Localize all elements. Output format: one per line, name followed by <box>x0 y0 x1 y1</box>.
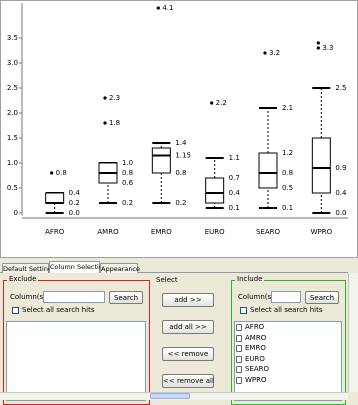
checkbox[interactable] <box>240 307 247 314</box>
value-label: 0.1 <box>282 204 293 212</box>
value-label: 0.4 <box>229 189 241 197</box>
list-item[interactable]: AFRO <box>245 323 265 331</box>
value-label: 0.0 <box>69 209 80 217</box>
tab[interactable]: Appearance <box>100 263 141 273</box>
value-label: 1.2 <box>282 149 293 157</box>
list-item[interactable]: EURO <box>245 354 265 363</box>
transfer-button[interactable]: << remove <box>162 347 214 361</box>
transfer-button[interactable]: << remove all <box>162 374 214 388</box>
box <box>258 152 278 189</box>
outlier <box>316 41 320 45</box>
list-icon <box>236 355 242 363</box>
value-label: 0.2 <box>69 199 80 207</box>
value-label: 2.2 <box>216 99 227 107</box>
transfer-button[interactable]: add >> <box>162 293 214 307</box>
y-tick-label: 3.0 <box>7 59 18 67</box>
outlier <box>263 51 267 55</box>
box <box>151 147 171 174</box>
list-item[interactable]: AMRO <box>245 333 267 342</box>
checkbox[interactable] <box>12 307 19 314</box>
group-title: Exclude <box>7 275 39 284</box>
value-label: 0.4 <box>335 189 347 197</box>
list-icon <box>236 345 242 352</box>
value-label: 0.2 <box>122 199 133 207</box>
outlier <box>156 6 160 10</box>
value-label: 1.1 <box>229 154 240 162</box>
outlier <box>210 101 214 105</box>
chart-border <box>0 0 358 258</box>
value-label: 0.8 <box>282 169 293 177</box>
value-label: 0.5 <box>282 184 293 192</box>
search-button[interactable]: Search <box>305 291 339 304</box>
value-label: 1.4 <box>175 139 187 147</box>
box <box>45 192 65 204</box>
value-label: 0.2 <box>175 199 186 207</box>
value-label: 3.3 <box>322 44 333 52</box>
x-tick-label: AFRO <box>45 228 65 236</box>
tab[interactable]: Column Selection <box>49 261 107 273</box>
y-tick-label: 2.0 <box>7 109 18 117</box>
x-tick-label: AMRO <box>97 228 119 236</box>
value-label: 0.1 <box>229 204 240 212</box>
select-title: Select <box>156 276 178 284</box>
y-tick-label: 2.5 <box>7 84 18 92</box>
list-item[interactable]: SEARO <box>245 365 270 373</box>
outlier <box>50 171 54 175</box>
tab[interactable]: Default Settings <box>2 263 56 273</box>
y-tick-label: 0.5 <box>7 184 18 192</box>
value-label: 0.0 <box>335 209 346 217</box>
value-label: 0.8 <box>175 169 186 177</box>
value-label: 0.4 <box>69 189 81 197</box>
value-label: 1.0 <box>122 159 133 167</box>
value-label: 0.8 <box>56 169 67 177</box>
value-label: 0.9 <box>335 164 346 172</box>
value-label: 3.2 <box>269 49 280 57</box>
list-icon <box>236 334 242 342</box>
list-item[interactable]: EMRO <box>245 344 266 352</box>
value-label: 4.1 <box>162 4 173 12</box>
value-label: 1.15 <box>175 152 191 160</box>
list-item[interactable]: WPRO <box>245 375 267 384</box>
scroll-thumb[interactable] <box>150 393 190 399</box>
outlier <box>316 46 320 50</box>
transfer-button[interactable]: add all >> <box>162 320 214 334</box>
y-tick-label: 0 <box>14 209 18 217</box>
y-tick-label: 3.5 <box>7 34 18 42</box>
y-tick-label: 1.5 <box>7 134 18 142</box>
y-tick-label: 1.0 <box>7 159 18 167</box>
outlier <box>103 121 107 125</box>
search-field[interactable] <box>43 291 105 303</box>
box <box>311 137 331 194</box>
value-label: 1.8 <box>109 119 120 127</box>
checkbox-label: Select all search hits <box>250 306 323 314</box>
tab-panel <box>0 272 348 400</box>
column-label: Column(s): <box>238 293 277 301</box>
column-list[interactable] <box>234 321 342 401</box>
value-label: 2.3 <box>109 94 120 102</box>
x-tick-label: WPRO <box>311 228 333 236</box>
box <box>205 177 225 204</box>
scrollbar-vertical[interactable] <box>348 273 358 392</box>
value-label: 0.7 <box>229 174 240 182</box>
list-icon <box>236 376 242 384</box>
outlier <box>103 96 107 100</box>
x-tick-label: SEARO <box>256 228 281 236</box>
group-title: Include <box>235 275 265 284</box>
checkbox-label: Select all search hits <box>22 306 95 314</box>
x-tick-label: EMRO <box>151 228 172 236</box>
x-tick-label: EURO <box>205 228 225 236</box>
list-icon <box>236 324 242 331</box>
search-button[interactable]: Search <box>109 291 143 304</box>
list-icon <box>236 366 242 373</box>
search-field[interactable] <box>271 291 301 303</box>
value-label: 2.5 <box>335 84 346 92</box>
column-list[interactable] <box>6 321 146 401</box>
value-label: 0.8 <box>122 169 133 177</box>
value-label: 2.1 <box>282 104 293 112</box>
chart: 0 0.5 1.0 1.5 2.0 2.5 3.0 3.5 AFRO 0.8 0.4 0.2 0.0 AM… <box>0 0 358 258</box>
column-label: Column(s): <box>10 293 49 301</box>
value-label: 0.6 <box>122 179 134 187</box>
